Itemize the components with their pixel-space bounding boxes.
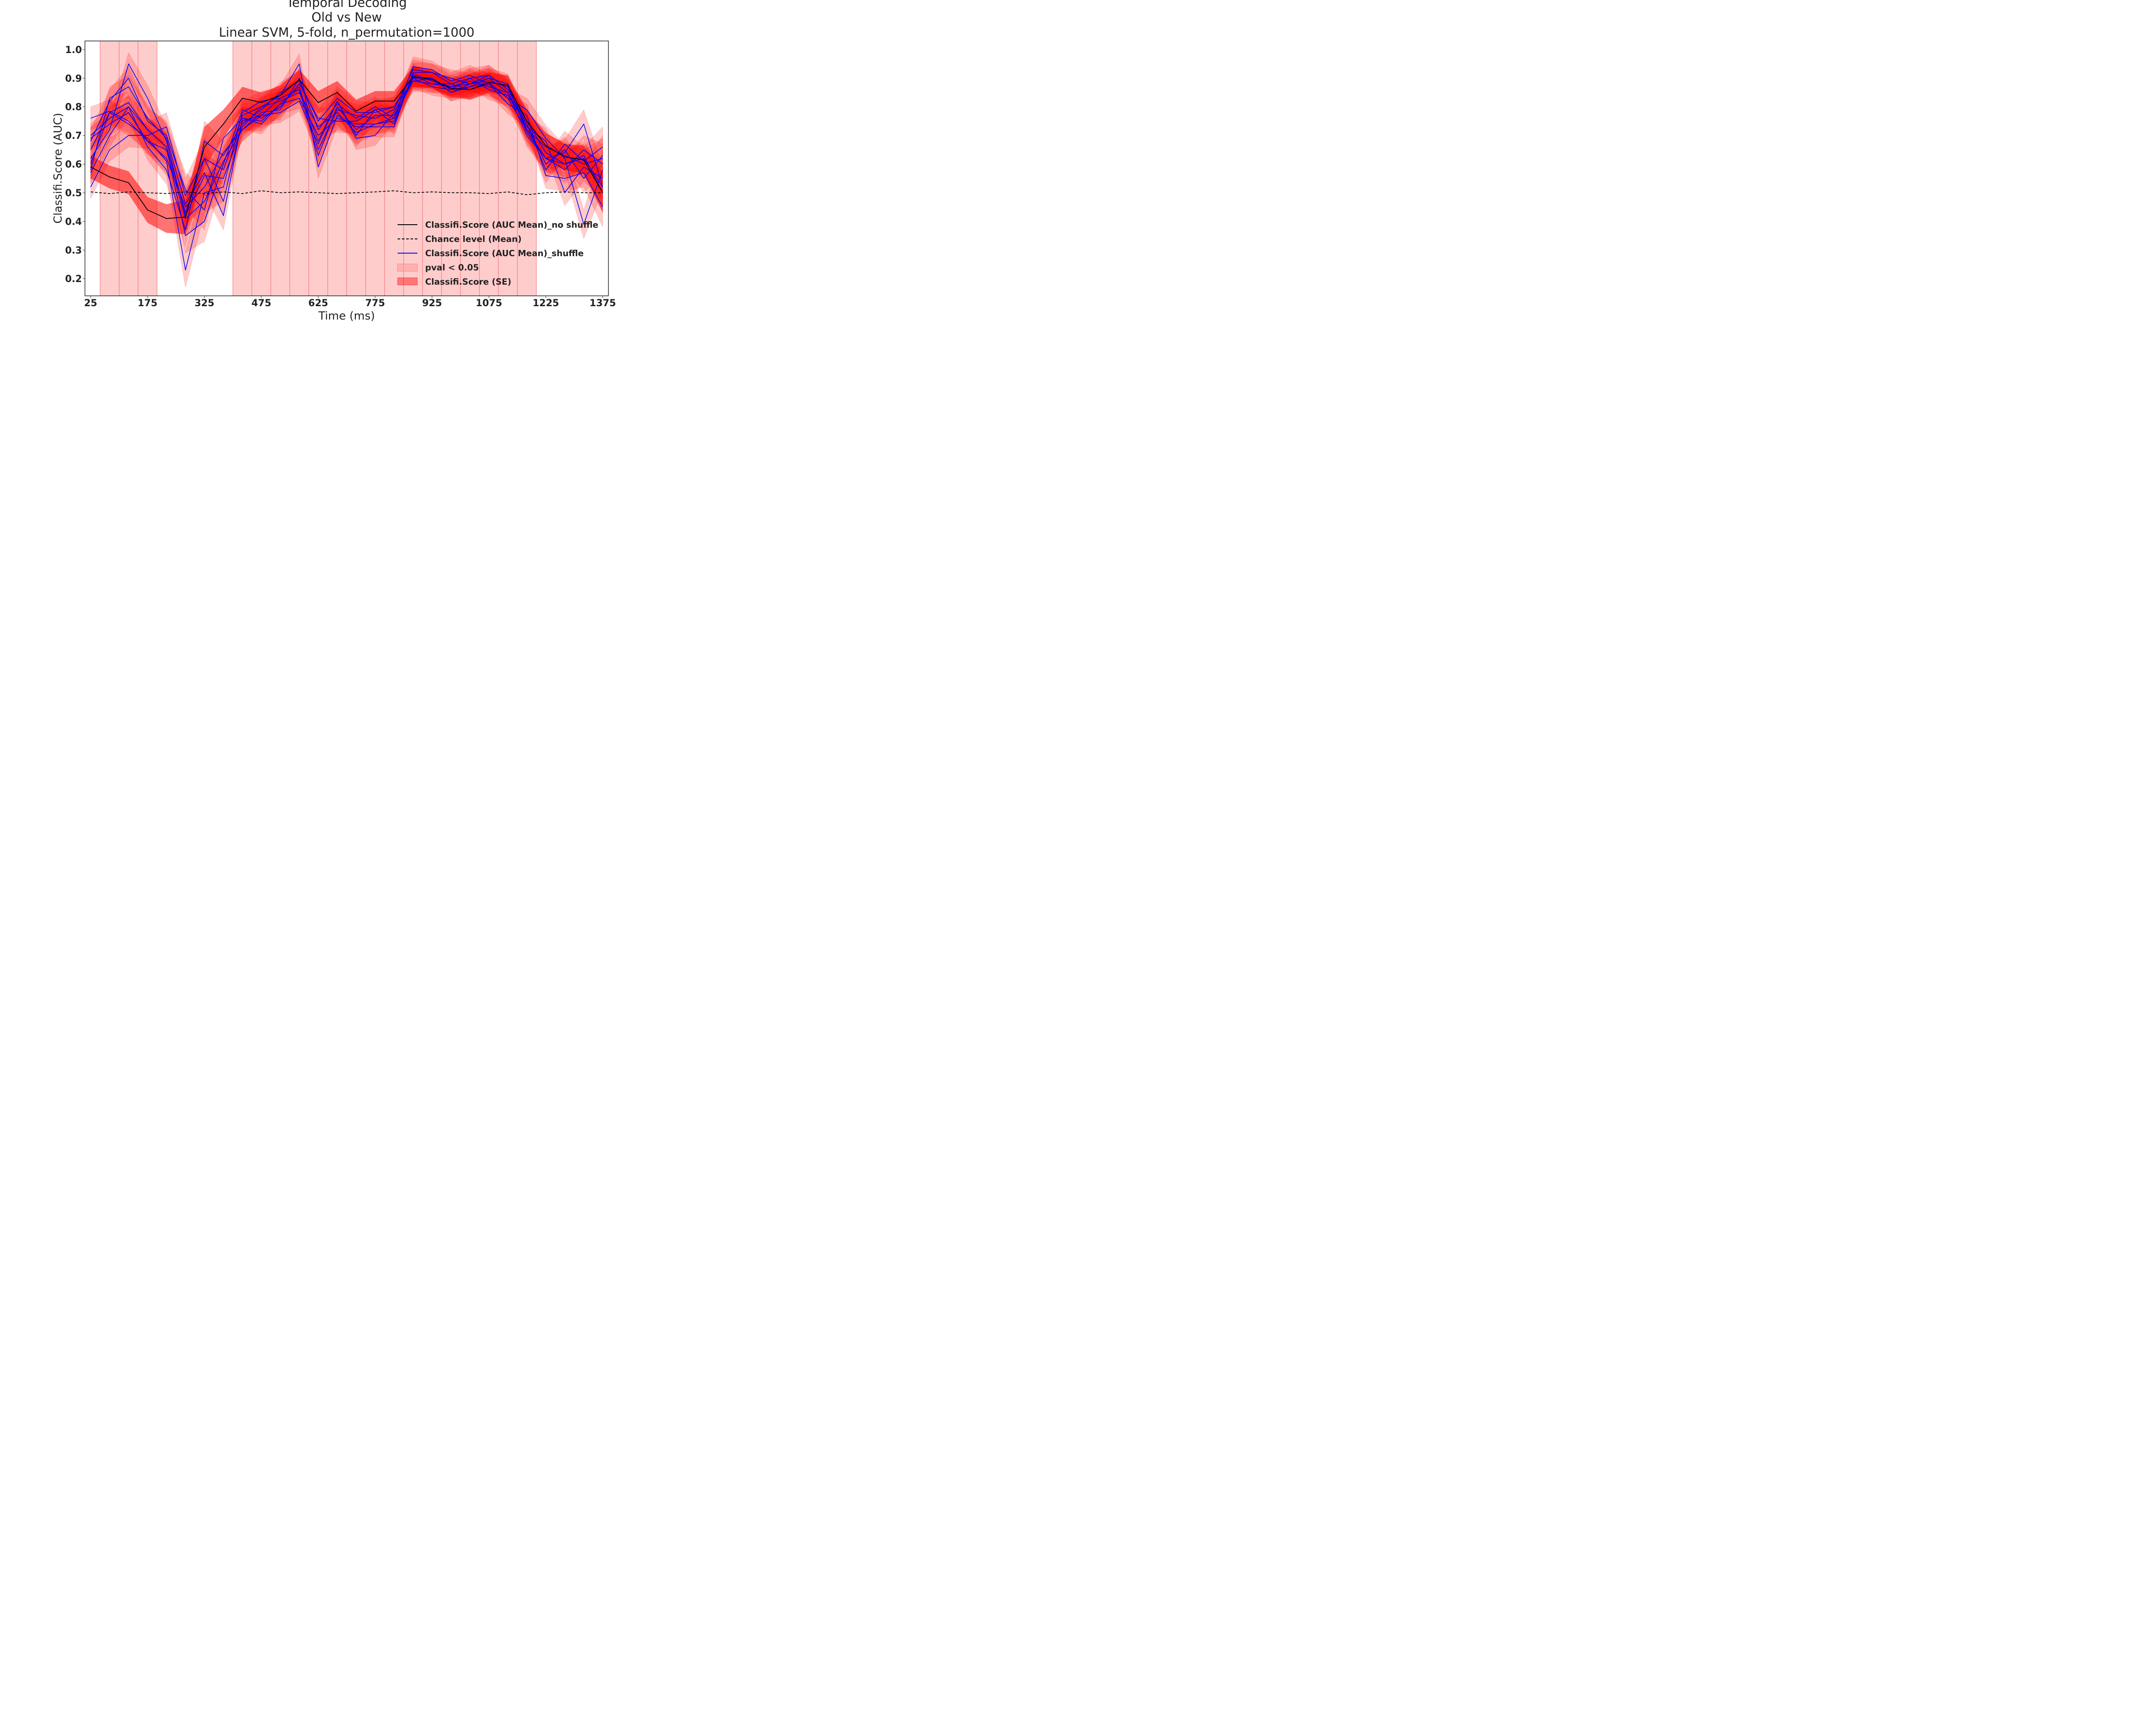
y-tick-label-6: 0.8 (65, 102, 82, 113)
legend-label-se: Classifi.Score (SE) (425, 277, 511, 287)
mean-point-7 (223, 123, 224, 125)
mean-point-2 (128, 182, 129, 183)
shuffle-line-1 (90, 76, 603, 207)
mean-point-16 (394, 100, 395, 102)
mean-point-8 (242, 97, 243, 99)
x-tick-label-8: 1225 (533, 298, 559, 309)
x-tick-label-2: 325 (194, 298, 214, 309)
x-tick-label-5: 775 (365, 298, 385, 309)
x-axis-label: Time (ms) (318, 310, 375, 323)
mean-point-1 (109, 176, 110, 178)
mean-se-band (91, 66, 603, 235)
x-tick-label-1: 175 (138, 298, 157, 309)
mean-point-0 (90, 166, 91, 168)
mean-point-23 (526, 121, 527, 122)
shuffle-line-6 (90, 81, 603, 271)
mean-point-12 (318, 102, 319, 103)
chart-title-line-2: Old vs New (311, 10, 382, 25)
mean-point-24 (545, 145, 546, 146)
x-tick-label-7: 1075 (476, 298, 502, 309)
mean-point-13 (337, 92, 338, 93)
plot-area (90, 41, 603, 296)
chance-line (91, 190, 603, 195)
y-tick-label-3: 0.5 (65, 188, 82, 199)
y-tick-label-4: 0.6 (65, 160, 82, 170)
x-tick-label-6: 925 (422, 298, 442, 309)
legend-label-pval: pval < 0.05 (425, 263, 479, 273)
y-tick-label-7: 0.9 (65, 73, 82, 84)
mean-point-4 (166, 218, 167, 219)
mean-point-9 (261, 102, 262, 103)
legend-swatch-se-patch (397, 277, 418, 285)
legend-label-shuffle: Classifi.Score (AUC Mean)_shuffle (425, 248, 584, 258)
chart-title-line-1: Temporal Decoding (286, 0, 407, 10)
mean-point-10 (280, 95, 281, 96)
mean-point-15 (375, 100, 376, 102)
y-axis-ticks: 0.2 0.3 0.4 0.5 0.6 0.7 0.8 0.9 1.0 (65, 45, 85, 285)
mean-line (90, 76, 603, 219)
chance-series (91, 190, 603, 195)
y-axis-label: Classifi.Score (AUC) (52, 113, 65, 224)
mean-point-17 (413, 76, 414, 77)
temporal-decoding-chart: Temporal Decoding Old vs New Linear SVM,… (52, 0, 616, 323)
x-axis-ticks: 25 175 325 475 625 775 925 1075 1225 1375 (84, 296, 616, 309)
y-tick-label-0: 0.2 (65, 274, 82, 285)
mean-series (90, 76, 603, 219)
shuffle-series-lines (90, 63, 603, 271)
x-tick-label-0: 25 (84, 298, 97, 309)
x-tick-label-4: 625 (308, 298, 328, 309)
mean-point-5 (185, 216, 186, 218)
chart-title-line-3: Linear SVM, 5-fold, n_permutation=1000 (219, 25, 475, 40)
legend: Classifi.Score (AUC Mean)_no shuffle Cha… (397, 220, 599, 287)
plot-frame (85, 41, 609, 296)
mean-point-14 (356, 110, 357, 112)
y-tick-label-1: 0.3 (65, 245, 82, 256)
mean-point-11 (299, 79, 300, 80)
legend-swatch-pval-patch (397, 263, 418, 272)
shuffle-line-3 (90, 75, 603, 196)
shuffle-line-7 (90, 78, 603, 231)
y-tick-label-8: 1.0 (65, 45, 82, 56)
y-tick-label-5: 0.7 (65, 131, 82, 141)
x-tick-label-3: 475 (251, 298, 271, 309)
legend-label-mean: Classifi.Score (AUC Mean)_no shuffle (425, 220, 599, 230)
shuffle-line-9 (90, 75, 603, 219)
x-tick-label-9: 1375 (589, 298, 616, 309)
y-tick-label-2: 0.4 (65, 216, 82, 227)
legend-label-chance: Chance level (Mean) (425, 234, 522, 244)
